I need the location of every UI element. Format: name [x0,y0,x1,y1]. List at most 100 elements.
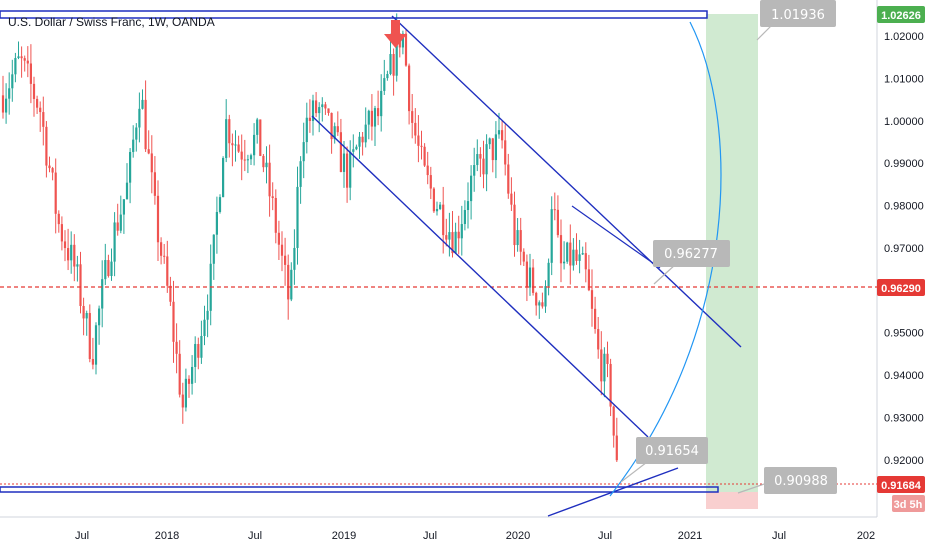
candle-up [342,153,346,172]
candle-down [280,244,284,256]
candle-down [107,260,110,276]
candle-down [116,222,119,231]
candle-up [85,313,88,319]
candle-down [231,143,234,146]
candle-up [191,366,194,384]
candle-down [513,204,516,246]
candle-down [23,58,26,61]
y-tick-label: 0.97000 [884,243,924,255]
candle-down [584,253,587,270]
y-tick-label: 0.93000 [884,412,924,424]
candle-down [336,126,339,133]
candle-up [141,99,144,109]
callout-low[interactable]: 0.91654 [636,437,708,464]
candle-down [522,251,525,262]
candle-down [57,213,60,225]
candle-up [581,253,584,255]
candle-down [308,117,311,121]
candle-down [426,165,429,176]
candle-down [228,119,231,144]
candle-down [414,122,417,136]
candle-up [302,142,305,162]
candle-down [541,302,544,307]
candle-up [494,134,497,161]
x-axis[interactable]: Jul 2018 Jul 2019 Jul 2020 Jul 2021 Jul 202 [75,530,875,542]
support-rectangle[interactable] [0,486,719,493]
candle-down [268,162,271,197]
candle-up [101,279,104,309]
candle-up [321,104,324,108]
callout-top-label: 1.01936 [771,8,825,23]
candle-up [538,302,541,306]
x-tick-label: 2018 [155,530,179,542]
candle-up [454,231,457,254]
candle-down [169,285,172,302]
candle-up [550,209,553,263]
stop-zone[interactable] [706,492,758,509]
candle-up [435,208,439,212]
candle-down [553,209,556,211]
candle-up [352,149,355,152]
candle-down [404,33,408,66]
candle-up [311,100,315,121]
candle-down [420,145,423,147]
candle-down [411,111,414,123]
candle-down [60,224,63,242]
candles-group [1,13,618,462]
candle-down [166,256,169,286]
callout-bottom-label: 0.90988 [774,474,828,489]
candle-down [156,195,160,243]
channel-upper-line[interactable] [391,15,742,348]
y-tick-label: 1.00000 [884,116,924,128]
candle-down [361,136,364,143]
candle-up [98,308,101,326]
candle-down [377,108,380,117]
candle-down [147,149,150,154]
candle-down [197,343,200,358]
callout-top[interactable]: 1.01936 [760,0,836,27]
candle-up [488,138,491,145]
candle-down [597,329,600,350]
candle-up [544,286,547,307]
channel-lower-line[interactable] [311,115,649,438]
top-price-tag: 1.02626 [877,6,925,23]
resistance-price-tag-label: 0.96290 [881,283,921,295]
candle-up [215,211,218,235]
candle-down [600,349,603,382]
candle-down [274,198,277,233]
candle-down [284,255,287,265]
candle-up [470,175,473,202]
candle-down [67,248,70,261]
candle-up [256,119,259,135]
candle-up [11,74,14,89]
candle-up [225,119,228,159]
candle-down [432,188,435,212]
candle-up [395,33,398,76]
candle-down [1,95,5,113]
candle-down [39,107,42,113]
callout-mid[interactable]: 0.96277 [653,240,730,267]
candle-down [48,165,51,169]
candle-down [51,168,54,173]
top-rectangle[interactable] [0,10,708,19]
fib-arc[interactable] [609,21,722,497]
candle-down [504,140,507,165]
candle-down [575,249,578,261]
candle-up [194,343,197,367]
candle-down [175,341,178,354]
channel-mid-extension[interactable] [571,205,661,269]
candle-down [32,83,36,99]
candle-down [324,104,327,109]
y-axis[interactable]: 1.02000 1.01000 1.00000 0.99000 0.98000 0.970… [884,31,924,467]
candle-down [82,306,85,319]
arrow-down-icon [384,20,407,48]
countdown-tag: 3d 5h [892,495,925,512]
candle-up [234,144,237,146]
candle-down [73,244,76,267]
candle-up [5,98,8,113]
candle-up [603,353,606,382]
callout-bottom[interactable]: 0.90988 [764,467,837,494]
candle-down [287,264,290,300]
